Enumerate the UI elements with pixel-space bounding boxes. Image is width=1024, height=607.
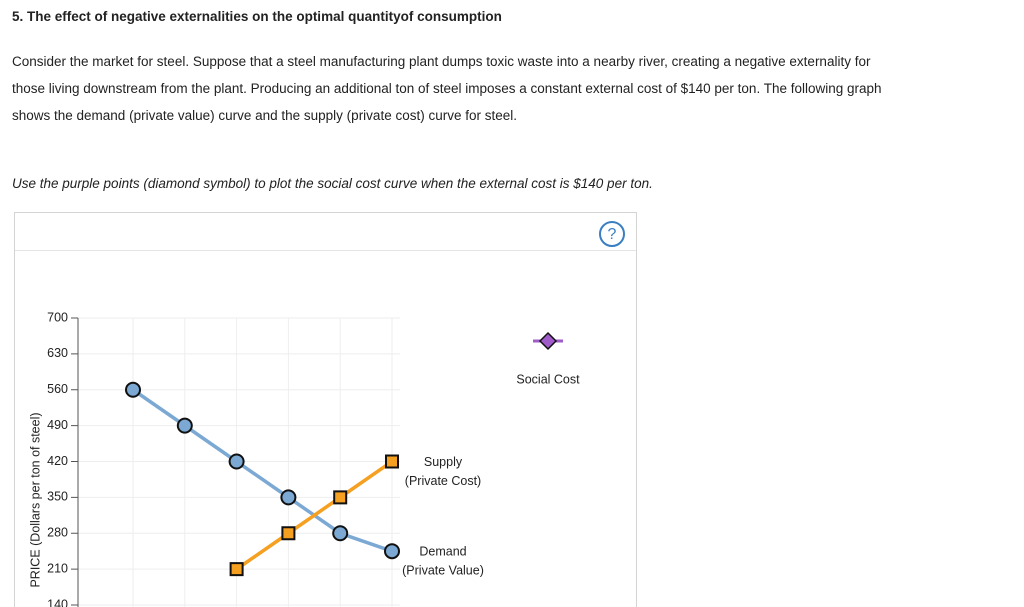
series-sublabel: (Private Value) xyxy=(402,563,484,577)
help-button[interactable] xyxy=(599,221,625,247)
y-tick-label: 350 xyxy=(47,490,68,504)
point-marker[interactable] xyxy=(281,526,296,541)
point-marker[interactable] xyxy=(333,490,348,505)
tool-diamond[interactable] xyxy=(538,331,558,351)
y-tick-label: 280 xyxy=(47,526,68,540)
point-marker[interactable] xyxy=(384,543,400,560)
series-label: Supply xyxy=(424,455,463,469)
point-marker[interactable] xyxy=(280,489,297,506)
series-label: Demand xyxy=(419,544,466,558)
help-icon[interactable]: ? xyxy=(608,226,617,243)
series-sublabel: (Private Cost) xyxy=(405,474,481,488)
series-line xyxy=(235,460,393,571)
point-marker[interactable] xyxy=(385,454,399,469)
y-tick-label: 420 xyxy=(47,454,68,468)
point-marker[interactable] xyxy=(229,562,244,577)
tool-label: Social Cost xyxy=(516,372,580,386)
intro-line: shows the demand (private value) curve a… xyxy=(12,108,517,123)
point-marker[interactable] xyxy=(125,381,141,398)
point-marker[interactable] xyxy=(228,453,245,470)
point-marker[interactable] xyxy=(332,525,349,542)
y-tick-label: 630 xyxy=(47,346,68,360)
instruction: Use the purple points (diamond symbol) t… xyxy=(12,176,653,191)
series-line xyxy=(132,388,393,553)
y-tick-label: 490 xyxy=(47,418,68,432)
y-tick-label: 560 xyxy=(47,382,68,396)
y-tick-label: 700 xyxy=(47,310,68,324)
intro-line: those living downstream from the plant. … xyxy=(12,81,882,96)
y-axis-label: PRICE (Dollars per ton of steel) xyxy=(28,412,42,587)
point-marker[interactable] xyxy=(176,417,193,434)
y-tick-label: 140 xyxy=(47,597,68,607)
graph-frame xyxy=(14,212,637,607)
intro-line: Consider the market for steel. Suppose t… xyxy=(12,54,871,69)
question-title: 5. The effect of negative externalities … xyxy=(12,9,502,24)
y-tick-label: 210 xyxy=(47,561,68,575)
